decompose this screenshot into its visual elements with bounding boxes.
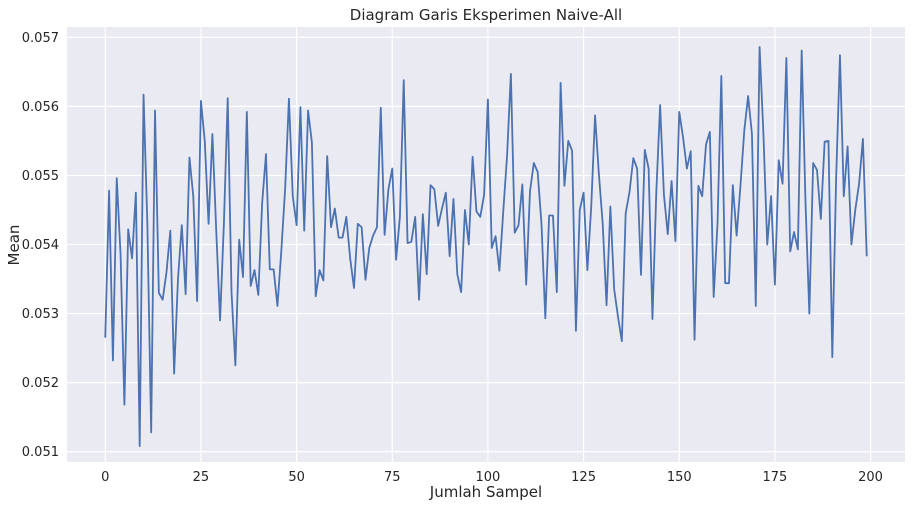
x-tick-label: 150 <box>667 470 692 485</box>
y-tick-label: 0.051 <box>22 445 59 460</box>
y-tick-label: 0.055 <box>22 169 59 184</box>
x-tick-label: 25 <box>193 470 210 485</box>
y-axis-title: Mean <box>5 225 23 266</box>
x-tick-label: 200 <box>858 470 883 485</box>
y-tick-labels: 0.051 0.052 0.053 0.054 0.055 0.056 0.057 <box>22 31 59 460</box>
chart-title: Diagram Garis Eksperimen Naive-All <box>350 6 622 24</box>
x-tick-labels: 0 25 50 75 100 125 150 175 200 <box>101 470 883 485</box>
x-tick-label: 75 <box>384 470 401 485</box>
y-tick-label: 0.057 <box>22 31 59 46</box>
x-tick-label: 100 <box>475 470 500 485</box>
series-line-mean <box>104 46 868 448</box>
y-tick-label: 0.056 <box>22 100 59 115</box>
x-tick-label: 50 <box>288 470 305 485</box>
x-tick-label: 0 <box>101 470 109 485</box>
y-tick-label: 0.052 <box>22 376 59 391</box>
y-tick-label: 0.054 <box>22 238 59 253</box>
x-axis-title: Jumlah Sampel <box>429 483 542 501</box>
x-tick-label: 175 <box>762 470 787 485</box>
grid-lines <box>67 27 905 462</box>
y-tick-label: 0.053 <box>22 307 59 322</box>
x-tick-label: 125 <box>571 470 596 485</box>
